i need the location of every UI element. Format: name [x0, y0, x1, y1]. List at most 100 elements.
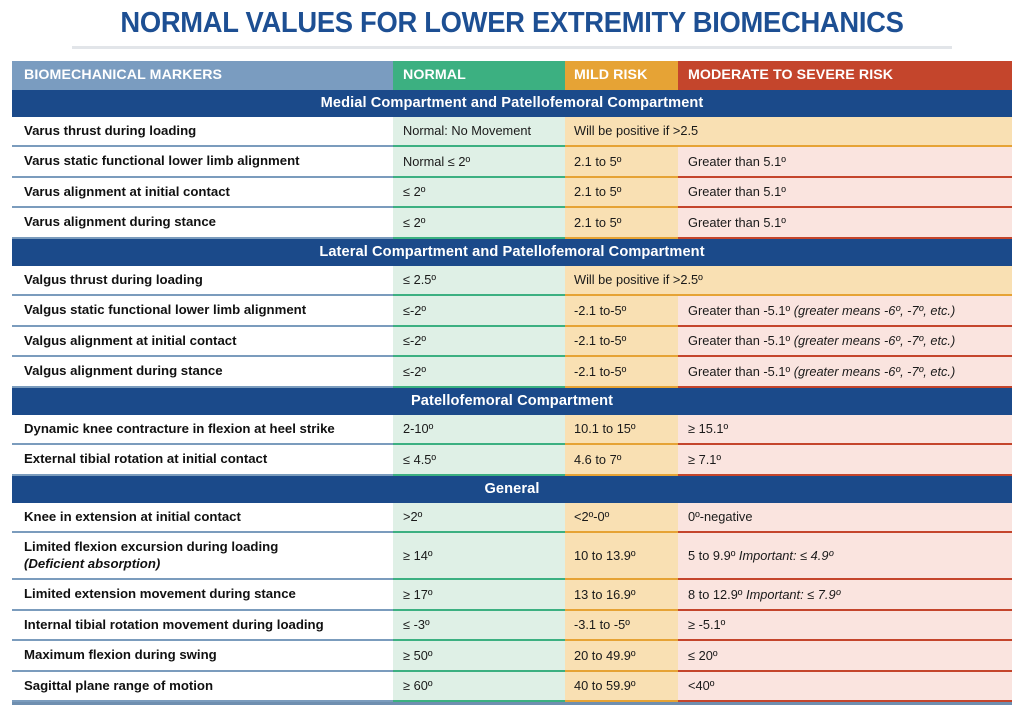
cell-mild-and-moderate-value: Will be positive if >2.5º — [565, 265, 1012, 297]
cell-moderate-risk-value: Greater than -5.1º (greater means -6º, -… — [678, 325, 1012, 358]
cell-normal-value: ≤ 4.5º — [393, 444, 565, 476]
table-row: Varus static functional lower limb align… — [12, 146, 1012, 178]
marker-label: Varus alignment during stance — [24, 214, 216, 230]
cell-normal-value: Normal ≤ 2º — [393, 146, 565, 178]
cell-mild-risk-value: <2º-0º — [565, 502, 678, 534]
marker-label: Valgus thrust during loading — [24, 271, 203, 287]
title-block: NORMAL VALUES FOR LOWER EXTREMITY BIOMEC… — [0, 0, 1024, 49]
section-header-row: Medial Compartment and Patellofemoral Co… — [12, 89, 1012, 117]
table-row: Varus thrust during loading Normal: No Mo… — [12, 116, 1012, 148]
moderate-value-text: Greater than 5.1º — [688, 184, 786, 200]
column-header-normal: NORMAL — [393, 60, 565, 90]
table-row: External tibial rotation at initial cont… — [12, 444, 1012, 476]
marker-label: Knee in extension at initial contact — [24, 508, 241, 524]
biomechanics-table-wrapper: BIOMECHANICAL MARKERS NORMAL MILD RISK M… — [12, 60, 1012, 705]
marker-label: Valgus alignment during stance — [24, 363, 223, 379]
table-row: Maximum flexion during swing ≥ 50º 20 to 4… — [12, 640, 1012, 672]
cell-biomechanical-marker: Dynamic knee contracture in flexion at h… — [12, 414, 393, 446]
cell-mild-risk-value: 2.1 to 5º — [565, 176, 678, 209]
title-divider — [72, 45, 952, 49]
moderate-value-text: Greater than -5.1º — [688, 333, 794, 349]
marker-label: Varus static functional lower limb align… — [24, 153, 300, 169]
marker-label: Internal tibial rotation movement during… — [24, 616, 324, 632]
table-row: Limited extension movement during stance… — [12, 579, 1012, 611]
cell-normal-value: ≥ 60º — [393, 670, 565, 703]
marker-label: Maximum flexion during swing — [24, 647, 217, 663]
table-row: Valgus alignment during stance ≤-2º -2.1 t… — [12, 356, 1012, 388]
cell-mild-risk-value: 40 to 59.9º — [565, 670, 678, 703]
moderate-value-text: 5 to 9.9º — [688, 547, 739, 563]
cell-biomechanical-marker: Valgus alignment at initial contact — [12, 325, 393, 358]
cell-normal-value: >2º — [393, 502, 565, 534]
cell-moderate-risk-value: Greater than 5.1º — [678, 176, 1012, 209]
table-row: Valgus thrust during loading ≤ 2.5º Will b… — [12, 265, 1012, 297]
moderate-value-note: (greater means -6º, -7º, etc.) — [793, 333, 956, 349]
cell-normal-value: ≤ 2º — [393, 176, 565, 209]
cell-normal-value: ≤-2º — [393, 356, 565, 388]
table-header: BIOMECHANICAL MARKERS NORMAL MILD RISK M… — [12, 60, 1012, 90]
cell-normal-value: ≤ 2º — [393, 207, 565, 239]
moderate-value-note: Important: ≤ 4.9º — [738, 547, 834, 563]
cell-moderate-risk-value: Greater than -5.1º (greater means -6º, -… — [678, 356, 1012, 388]
cell-mild-risk-value: -2.1 to-5º — [565, 295, 678, 327]
section-title: Medial Compartment and Patellofemoral Co… — [12, 89, 1012, 117]
cell-biomechanical-marker: Valgus alignment during stance — [12, 356, 393, 388]
cell-moderate-risk-value: Greater than 5.1º — [678, 146, 1012, 178]
cell-moderate-risk-value: <40º — [678, 670, 1012, 703]
cell-moderate-risk-value: ≥ 7.1º — [678, 444, 1012, 476]
cell-moderate-risk-value: Greater than 5.1º — [678, 207, 1012, 239]
table-row: Knee in extension at initial contact >2º <… — [12, 502, 1012, 534]
cell-mild-risk-value: 20 to 49.9º — [565, 640, 678, 672]
column-header-biomechanical-markers: BIOMECHANICAL MARKERS — [12, 60, 393, 90]
table-row: Limited flexion excursion during loading… — [12, 532, 1012, 581]
cell-moderate-risk-value: 8 to 12.9º Important: ≤ 7.9º — [678, 579, 1012, 611]
section-header-row: Patellofemoral Compartment — [12, 386, 1012, 415]
table-body: Medial Compartment and Patellofemoral Co… — [12, 89, 1012, 703]
cell-biomechanical-marker: Varus static functional lower limb align… — [12, 146, 393, 178]
column-header-mild-risk: MILD RISK — [565, 60, 678, 90]
section-title: Lateral Compartment and Patellofemoral C… — [12, 237, 1012, 266]
moderate-value-text: <40º — [688, 678, 715, 694]
moderate-value-text: Greater than 5.1º — [688, 153, 786, 169]
cell-mild-risk-value: 2.1 to 5º — [565, 146, 678, 178]
table-row: Sagittal plane range of motion ≥ 60º 40 to… — [12, 670, 1012, 703]
table-row: Valgus alignment at initial contact ≤-2º -… — [12, 325, 1012, 358]
cell-normal-value: Normal: No Movement — [393, 116, 565, 148]
cell-normal-value: ≥ 14º — [393, 532, 565, 581]
cell-normal-value: ≤ 2.5º — [393, 265, 565, 297]
table-header-row: BIOMECHANICAL MARKERS NORMAL MILD RISK M… — [12, 60, 1012, 90]
cell-moderate-risk-value: 5 to 9.9º Important: ≤ 4.9º — [678, 532, 1012, 581]
table-row: Varus alignment during stance ≤ 2º 2.1 to … — [12, 207, 1012, 239]
cell-biomechanical-marker: Limited flexion excursion during loading… — [12, 532, 393, 581]
cell-mild-risk-value: 10.1 to 15º — [565, 414, 678, 446]
table-row: Varus alignment at initial contact ≤ 2º 2.… — [12, 176, 1012, 209]
cell-mild-and-moderate-value: Will be positive if >2.5 — [565, 116, 1012, 148]
moderate-value-text: Greater than -5.1º — [688, 363, 794, 379]
moderate-value-text: 8 to 12.9º — [688, 586, 747, 602]
moderate-value-text: ≤ 20º — [688, 647, 718, 663]
section-title: General — [12, 474, 1012, 503]
cell-normal-value: ≤-2º — [393, 295, 565, 327]
marker-label: External tibial rotation at initial cont… — [24, 451, 268, 467]
cell-normal-value: ≤-2º — [393, 325, 565, 358]
cell-moderate-risk-value: Greater than -5.1º (greater means -6º, -… — [678, 295, 1012, 327]
section-header-row: Lateral Compartment and Patellofemoral C… — [12, 237, 1012, 266]
marker-label: Valgus static functional lower limb alig… — [24, 302, 307, 318]
cell-biomechanical-marker: Varus alignment during stance — [12, 207, 393, 239]
marker-label: Valgus alignment at initial contact — [24, 332, 237, 348]
marker-sublabel: (Deficient absorption) — [24, 555, 161, 571]
cell-biomechanical-marker: Valgus thrust during loading — [12, 265, 393, 297]
moderate-value-note: (greater means -6º, -7º, etc.) — [793, 363, 956, 379]
moderate-value-text: ≥ 7.1º — [688, 451, 722, 467]
cell-moderate-risk-value: ≥ 15.1º — [678, 414, 1012, 446]
cell-biomechanical-marker: Limited extension movement during stance — [12, 579, 393, 611]
cell-mild-risk-value: -2.1 to-5º — [565, 325, 678, 358]
cell-normal-value: ≥ 17º — [393, 579, 565, 611]
table-row: Valgus static functional lower limb alig… — [12, 295, 1012, 327]
cell-biomechanical-marker: Varus thrust during loading — [12, 116, 393, 148]
moderate-value-note: (greater means -6º, -7º, etc.) — [793, 302, 956, 318]
moderate-value-text: ≥ 15.1º — [688, 421, 729, 437]
section-header-row: General — [12, 474, 1012, 503]
cell-biomechanical-marker: Knee in extension at initial contact — [12, 502, 393, 534]
